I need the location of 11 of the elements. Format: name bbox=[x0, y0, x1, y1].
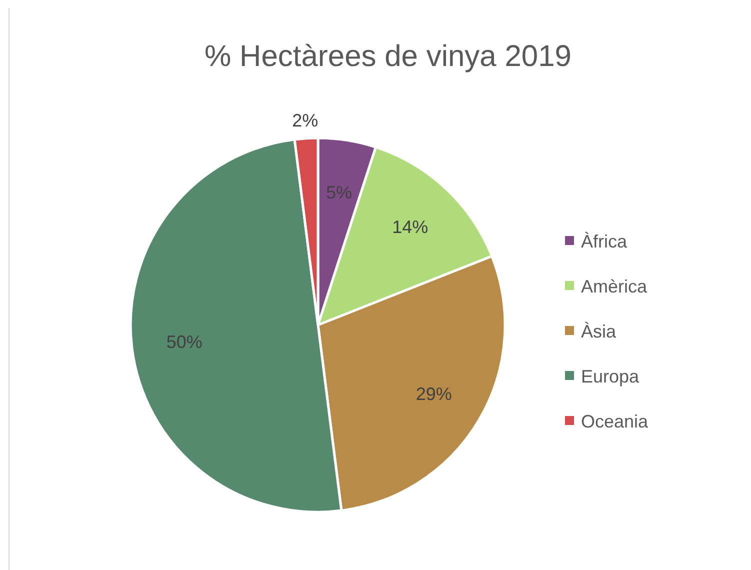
data-label: 14% bbox=[392, 217, 428, 238]
legend-label: Àsia bbox=[581, 321, 618, 342]
data-label: 50% bbox=[166, 332, 202, 352]
legend-label: Àfrica bbox=[581, 231, 628, 252]
data-label: 2% bbox=[292, 110, 318, 131]
legend-label: Amèrica bbox=[581, 276, 648, 296]
data-label: 5% bbox=[326, 182, 352, 202]
chart-title: % Hectàrees de vinya 2019 bbox=[204, 40, 572, 73]
data-label: 29% bbox=[416, 384, 452, 404]
legend-label: Oceania bbox=[581, 411, 650, 432]
legend-label: Europa bbox=[581, 366, 640, 386]
